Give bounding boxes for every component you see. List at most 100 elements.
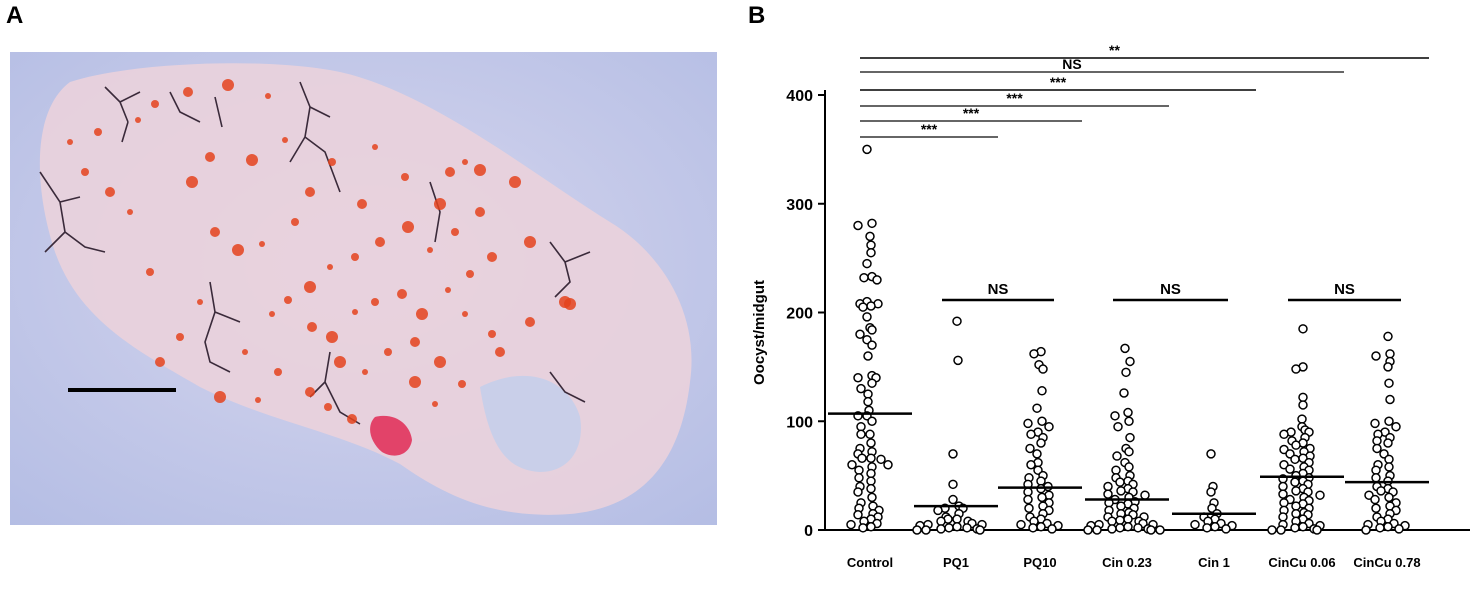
data-point — [1290, 477, 1300, 487]
data-point — [867, 218, 877, 229]
oocyst-dot — [324, 403, 332, 411]
data-point — [1291, 501, 1301, 511]
data-point — [866, 240, 876, 250]
data-point — [854, 473, 864, 483]
oocyst-dot — [401, 173, 409, 181]
data-point — [1125, 356, 1135, 367]
data-point — [866, 468, 876, 479]
oocyst-dot — [524, 236, 536, 248]
x-tick-label: Cin 1 — [1198, 555, 1230, 570]
data-point — [1115, 523, 1125, 533]
data-point — [948, 479, 958, 490]
oocyst-dot — [155, 357, 165, 367]
data-point — [1278, 512, 1288, 522]
data-point — [1372, 443, 1382, 454]
panel-a-label: A — [6, 2, 24, 29]
oocyst-dot — [372, 144, 378, 150]
oocysts — [67, 79, 576, 424]
data-point — [1383, 362, 1393, 372]
x-tick-label: Cin 0.23 — [1102, 555, 1152, 570]
oocyst-dot — [375, 237, 385, 247]
pair-label: NS — [988, 281, 1009, 298]
data-point — [1391, 421, 1401, 432]
significance-label: NS — [1062, 56, 1081, 72]
data-point — [855, 329, 865, 339]
data-point — [1285, 464, 1295, 474]
significance-label: *** — [963, 105, 980, 121]
data-point — [1384, 454, 1394, 465]
oocyst-dot — [214, 391, 226, 403]
x-tick-label: Control — [847, 555, 893, 570]
data-point — [872, 275, 882, 285]
data-point — [975, 525, 985, 535]
data-point — [1278, 489, 1288, 499]
trachea-branch — [169, 91, 223, 128]
data-point — [1371, 351, 1381, 361]
oocyst-dot — [564, 298, 576, 310]
data-point — [921, 525, 931, 535]
oocyst-dot — [255, 397, 261, 403]
oocyst-dot — [416, 308, 428, 320]
oocyst-dot — [434, 356, 446, 368]
y-tick-label: 200 — [786, 306, 813, 323]
data-point — [846, 519, 856, 530]
oocyst-dot — [451, 228, 459, 236]
data-point — [1291, 440, 1301, 450]
oocyst-dot — [434, 198, 446, 210]
oocyst-dot — [352, 309, 358, 315]
data-point — [1044, 421, 1054, 432]
oocyst-dot — [409, 376, 421, 388]
data-point — [1107, 516, 1117, 527]
data-point — [912, 525, 922, 535]
data-point — [1291, 508, 1301, 519]
data-point — [1036, 521, 1046, 532]
data-point — [1124, 446, 1134, 457]
pair-label: NS — [1160, 281, 1181, 298]
data-point — [1037, 416, 1047, 426]
data-point — [953, 355, 963, 366]
data-point — [1092, 525, 1102, 535]
data-point — [1206, 449, 1216, 459]
data-point — [1140, 490, 1150, 500]
data-point — [1290, 454, 1300, 465]
data-point — [1370, 494, 1380, 505]
oocyst-dot — [232, 244, 244, 256]
oocyst-dot — [347, 414, 357, 424]
oocyst-dot — [384, 348, 392, 356]
data-point — [1047, 524, 1057, 534]
data-point — [1024, 503, 1034, 513]
data-point — [1029, 349, 1039, 359]
significance-label: *** — [1006, 90, 1023, 106]
data-point — [1375, 523, 1385, 533]
data-point — [862, 144, 872, 155]
data-point — [1384, 378, 1394, 388]
data-point — [856, 421, 866, 432]
data-point — [1038, 364, 1048, 374]
oocyst-dot — [475, 207, 485, 217]
data-point — [1115, 477, 1125, 487]
data-point — [1023, 494, 1033, 505]
data-point — [1383, 331, 1393, 342]
data-point — [1371, 503, 1381, 513]
oocyst-dot — [105, 187, 115, 197]
data-point — [866, 476, 876, 486]
y-tick-label: 300 — [786, 197, 813, 214]
data-point — [948, 449, 958, 459]
trachea-branch — [429, 181, 586, 403]
data-point — [847, 460, 857, 470]
oocyst-dot — [282, 137, 288, 143]
data-point — [1036, 476, 1046, 486]
data-point — [865, 429, 875, 440]
data-point — [1120, 343, 1130, 354]
data-point — [1384, 492, 1394, 503]
data-point — [866, 301, 876, 311]
data-point — [1210, 521, 1220, 532]
trachea-branch — [204, 281, 241, 373]
oocyst-dot — [259, 241, 265, 247]
oocyst-dot — [246, 154, 258, 166]
data-point — [936, 524, 946, 534]
data-point — [858, 302, 868, 312]
midgut-cavity — [480, 375, 581, 472]
data-point — [1394, 524, 1404, 534]
data-point — [952, 521, 962, 532]
